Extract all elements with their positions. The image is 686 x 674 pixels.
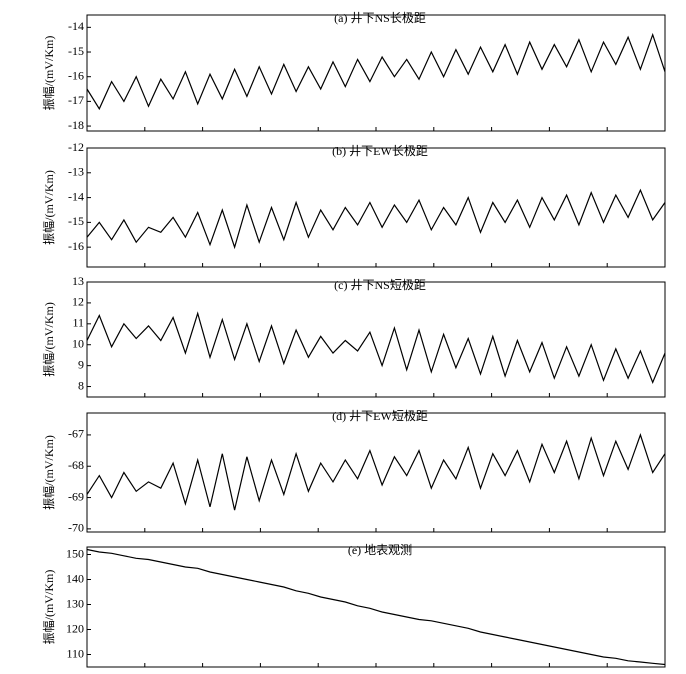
plot-frame [86,281,666,398]
y-tick-label: -16 [68,68,84,82]
y-tick-label: -69 [68,489,84,503]
y-tick-label: 110 [66,646,84,660]
y-tick-label: -18 [68,118,84,132]
panel-title: (b) 井下EW长极距 [332,144,428,158]
y-tick-label: -12 [68,140,84,154]
y-tick-label: 10 [72,336,84,350]
y-tick-label: 120 [66,621,84,635]
data-line [86,433,666,511]
data-line [86,188,666,250]
plot-frame [86,147,666,268]
y-tick-label: -13 [68,165,84,179]
y-tick-label: -67 [68,427,84,441]
y-tick-label: 11 [72,316,84,330]
panel-title: (c) 井下NS短极距 [334,278,426,292]
panel-title: (d) 井下EW短极距 [332,409,428,423]
panel-title: (e) 地表观测 [348,543,412,557]
y-tick-label: -17 [68,93,84,107]
y-tick-label: 140 [66,571,84,585]
y-tick-label: 8 [78,378,84,392]
y-tick-label: -14 [68,189,84,203]
y-axis-label: 振幅/(mV/Km) [41,435,56,510]
y-tick-label: -68 [68,458,84,472]
data-line [86,32,666,111]
y-tick-label: -15 [68,44,84,58]
y-tick-label: 12 [72,295,84,309]
data-line [86,311,666,384]
y-tick-label: -70 [68,521,84,535]
panel-title: (a) 井下NS长极距 [334,11,426,25]
y-tick-label: 9 [78,357,84,371]
plot-frame [86,14,666,132]
y-axis-label: 振幅/(mV/Km) [41,570,56,645]
plot-frame [86,412,666,533]
y-axis-label: 振幅/(mV/Km) [41,302,56,377]
y-tick-label: -16 [68,239,84,253]
data-line [86,548,666,666]
y-tick-label: -15 [68,214,84,228]
y-axis-label: 振幅/(mV/Km) [41,36,56,111]
y-tick-label: 130 [66,596,84,610]
y-tick-label: 150 [66,546,84,560]
y-tick-label: 13 [72,274,84,288]
y-tick-label: -14 [68,19,84,33]
y-axis-label: 振幅/(mV/Km) [41,170,56,245]
